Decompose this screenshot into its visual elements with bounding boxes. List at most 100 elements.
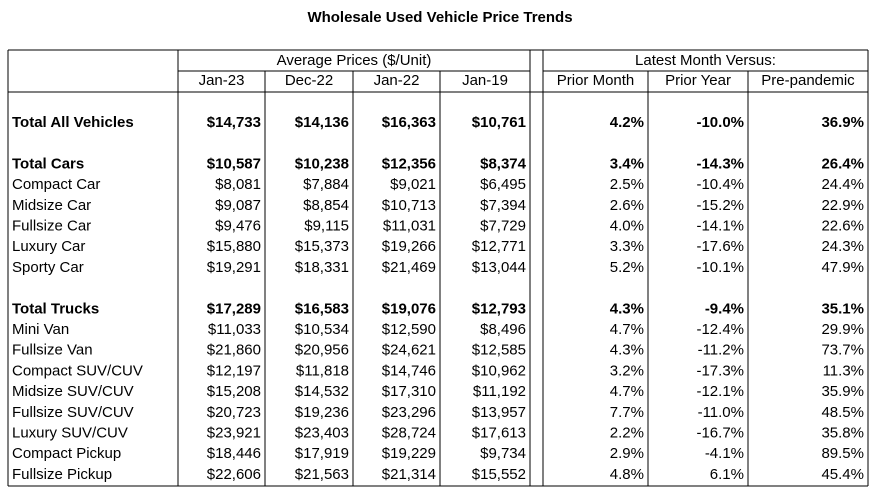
cell: $8,854 <box>303 197 349 214</box>
row-label: Mini Van <box>12 321 69 338</box>
cell: 73.7% <box>821 342 864 359</box>
cell: -14.1% <box>696 217 744 234</box>
column-header: Jan-23 <box>199 72 245 89</box>
cell: 26.4% <box>821 155 864 172</box>
cell: $10,962 <box>472 362 526 379</box>
cell: $11,192 <box>473 383 526 400</box>
cell: 2.5% <box>610 176 644 193</box>
row-label: Compact Pickup <box>12 445 121 462</box>
cell: $12,585 <box>472 342 526 359</box>
cell: 4.7% <box>610 321 644 338</box>
cell: $12,793 <box>472 300 526 317</box>
cell: $9,087 <box>215 197 261 214</box>
cell: $19,236 <box>295 404 349 421</box>
cell: 7.7% <box>610 404 644 421</box>
cell: 4.7% <box>610 383 644 400</box>
cell: $15,208 <box>207 383 261 400</box>
cell: $13,044 <box>472 259 526 276</box>
cell: $10,713 <box>382 197 436 214</box>
column-header: Dec-22 <box>285 72 333 89</box>
cell: $18,446 <box>207 445 261 462</box>
row-label: Fullsize Car <box>12 217 91 234</box>
cell: 22.9% <box>821 197 864 214</box>
cell: 89.5% <box>821 445 864 462</box>
cell: $16,363 <box>382 114 436 131</box>
cell: 35.9% <box>821 383 864 400</box>
cell: $7,884 <box>303 176 349 193</box>
cell: $6,495 <box>480 176 526 193</box>
row-label: Total All Vehicles <box>12 114 134 131</box>
cell: $8,496 <box>480 321 526 338</box>
cell: $24,621 <box>382 342 436 359</box>
column-header: Pre-pandemic <box>761 72 855 89</box>
cell: -10.0% <box>696 114 744 131</box>
cell: $7,394 <box>480 197 526 214</box>
cell: 2.9% <box>610 445 644 462</box>
cell: 4.0% <box>610 217 644 234</box>
cell: 6.1% <box>710 466 744 483</box>
cell: $23,921 <box>207 424 261 441</box>
cell: $21,860 <box>207 342 261 359</box>
group-header: Latest Month Versus: <box>635 52 776 69</box>
cell: $15,552 <box>472 466 526 483</box>
cell: 4.2% <box>610 114 644 131</box>
cell: -15.2% <box>696 197 744 214</box>
cell: $11,033 <box>208 321 261 338</box>
cell: $10,534 <box>295 321 349 338</box>
cell: $9,734 <box>480 445 526 462</box>
cell: -12.1% <box>696 383 744 400</box>
cell: $9,476 <box>215 217 261 234</box>
cell: $19,076 <box>382 300 436 317</box>
cell: $19,266 <box>382 238 436 255</box>
cell: $17,919 <box>295 445 349 462</box>
cell: 29.9% <box>821 321 864 338</box>
cell: $19,229 <box>382 445 436 462</box>
cell: $12,771 <box>472 238 526 255</box>
cell: -11.0% <box>698 404 744 421</box>
cell: 4.3% <box>610 300 644 317</box>
row-label: Luxury Car <box>12 238 85 255</box>
cell: $14,733 <box>207 114 261 131</box>
cell: $11,818 <box>296 362 349 379</box>
row-label: Compact Car <box>12 176 100 193</box>
cell: $10,587 <box>207 155 261 172</box>
cell: $21,469 <box>382 259 436 276</box>
cell: 35.8% <box>821 424 864 441</box>
cell: $19,291 <box>207 259 261 276</box>
cell: 24.4% <box>821 176 864 193</box>
borders <box>7 49 869 487</box>
cell: $17,289 <box>207 300 261 317</box>
cell: $12,356 <box>382 155 436 172</box>
row-label: Fullsize Pickup <box>12 466 112 483</box>
cell: $14,136 <box>295 114 349 131</box>
row-label: Fullsize Van <box>12 342 93 359</box>
cell: $12,590 <box>382 321 436 338</box>
cell: -17.6% <box>696 238 744 255</box>
cell: -10.4% <box>696 176 744 193</box>
cell: $9,115 <box>304 217 349 234</box>
cell: $18,331 <box>295 259 349 276</box>
cell: 4.3% <box>610 342 644 359</box>
cell: 2.6% <box>610 197 644 214</box>
cell: 3.4% <box>610 155 644 172</box>
row-label: Total Cars <box>12 155 84 172</box>
column-header: Prior Month <box>557 72 635 89</box>
cell: $23,403 <box>295 424 349 441</box>
cell: $28,724 <box>382 424 436 441</box>
cell: 36.9% <box>821 114 864 131</box>
cell: $16,583 <box>295 300 349 317</box>
cell: 48.5% <box>821 404 864 421</box>
cell: 4.8% <box>610 466 644 483</box>
cell: $23,296 <box>382 404 436 421</box>
column-header: Jan-19 <box>462 72 508 89</box>
cell: -12.4% <box>696 321 744 338</box>
cell: -17.3% <box>696 362 744 379</box>
title: Wholesale Used Vehicle Price Trends <box>307 9 572 26</box>
cell: $12,197 <box>207 362 261 379</box>
cell: 2.2% <box>610 424 644 441</box>
cell: $17,613 <box>472 424 526 441</box>
cell: 45.4% <box>821 466 864 483</box>
row-label: Total Trucks <box>12 300 99 317</box>
cell: 3.2% <box>610 362 644 379</box>
